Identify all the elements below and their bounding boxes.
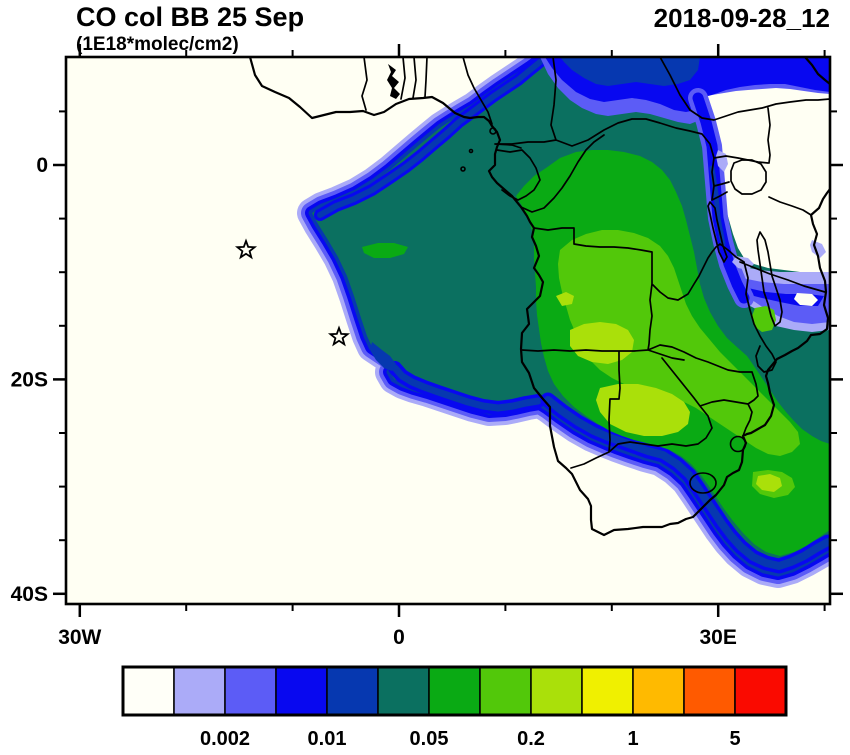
colorbar-label: 0.2 [517,728,545,750]
map-canvas [66,57,830,604]
y-tick-label: 0 [36,154,48,177]
y-tick-label: 20S [11,368,48,391]
colorbar-label: 1 [627,728,638,750]
colorbar-cell [428,666,481,716]
star-marker-2 [327,325,351,347]
white-hole-east-africa [700,88,830,272]
sao-tome-island [460,166,466,172]
colorbar-cell [530,666,583,716]
x-tick-label: 30W [58,626,101,649]
colorbar-cell [479,666,532,716]
y-tick-label: 40S [11,583,48,606]
colorbar-border [121,665,788,717]
hook-navy-patch [370,342,396,371]
se-edge-navy [544,396,830,570]
x-tick-label: 30E [700,626,737,649]
colorbar-cell [632,666,685,716]
colorbar-cell [683,666,736,716]
colorbar-cell [326,666,379,716]
plot-units-subtitle: (1E18*molec/cm2) [76,34,239,55]
colorbar-cell [122,666,175,716]
lake-volta [387,64,400,99]
nw-edge-navy [317,59,543,218]
lakes [707,159,783,327]
star-marker-1 [234,238,258,260]
colorbar-cell [173,666,226,716]
colorbar-label: 0.01 [308,728,347,750]
country-borders [361,57,830,469]
colorbar-cell [224,666,277,716]
colorbar-label: 5 [729,728,740,750]
yellowgreen-coast [756,474,782,492]
coastline [248,57,830,537]
colorbar-cell [581,666,634,716]
x-tick-label: 0 [393,626,405,649]
colorbar-label: 0.05 [410,728,449,750]
colorbar-cell [377,666,430,716]
green-ocean-streak [362,243,408,258]
colorbar-cell [734,666,787,716]
bioko-island [489,127,497,135]
east-band-white-gap [794,293,818,306]
axes: 30W 0 30E 0 20S 40S [11,44,843,649]
map-frame [64,55,832,606]
bright-green-core [558,230,800,456]
plot-datetime: 2018-09-28_12 [654,3,830,33]
lesotho-border [689,472,717,494]
sw-edge-navy [391,364,542,412]
yellowgreen-angola [570,322,634,364]
map-outlines [234,57,830,537]
eswatini-border [729,435,747,453]
colorbar: 0.002 0.01 0.05 0.2 1 5 [121,665,788,750]
plot-title: CO col BB 25 Sep [76,2,304,32]
yellowgreen-small [556,292,574,306]
colorbar-cell [275,666,328,716]
contour-layers [297,57,830,588]
colorbar-label: 0.002 [200,728,250,750]
principe-island [468,148,474,154]
